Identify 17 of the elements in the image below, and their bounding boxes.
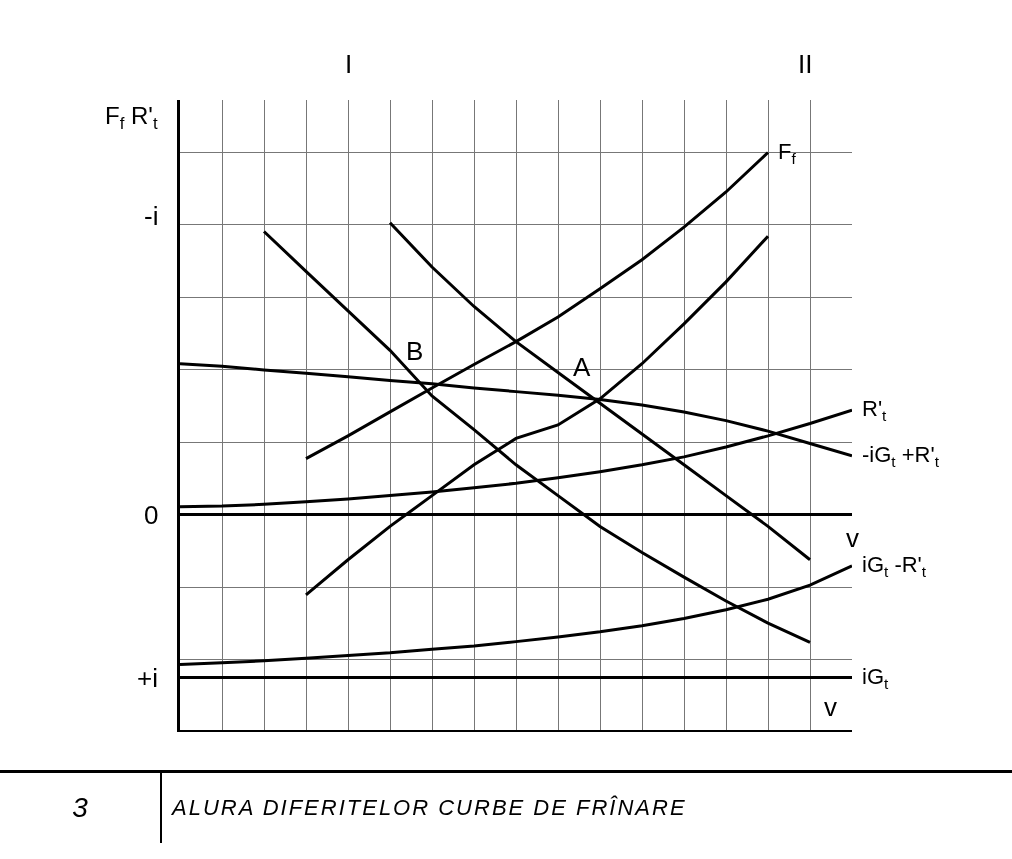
series-label: iG$_{t}$ -R'$_{t}$ (862, 552, 927, 580)
text: 0 (144, 500, 159, 530)
series-label: -iG$_{t}$ +R'$_{t}$ (862, 442, 940, 470)
text: I (345, 49, 353, 79)
text: +i (137, 663, 158, 693)
annotation: A (573, 352, 591, 382)
text: II (798, 49, 813, 79)
series-label: iG$_{t}$ (862, 664, 889, 692)
annotation: B (406, 336, 424, 366)
text: -i (144, 201, 159, 231)
series-label: R'$_{t}$ (862, 396, 888, 424)
text: 3 (0, 773, 162, 843)
text: ALURA DIFERITELOR CURBE DE FRÎNARE (170, 795, 687, 821)
y-axis-title: F$_{f}$ R'$_{t}$ (105, 102, 158, 134)
series-label: F$_{f}$ (778, 139, 797, 167)
x-axis-title: v (846, 523, 859, 553)
text: v (824, 692, 837, 722)
